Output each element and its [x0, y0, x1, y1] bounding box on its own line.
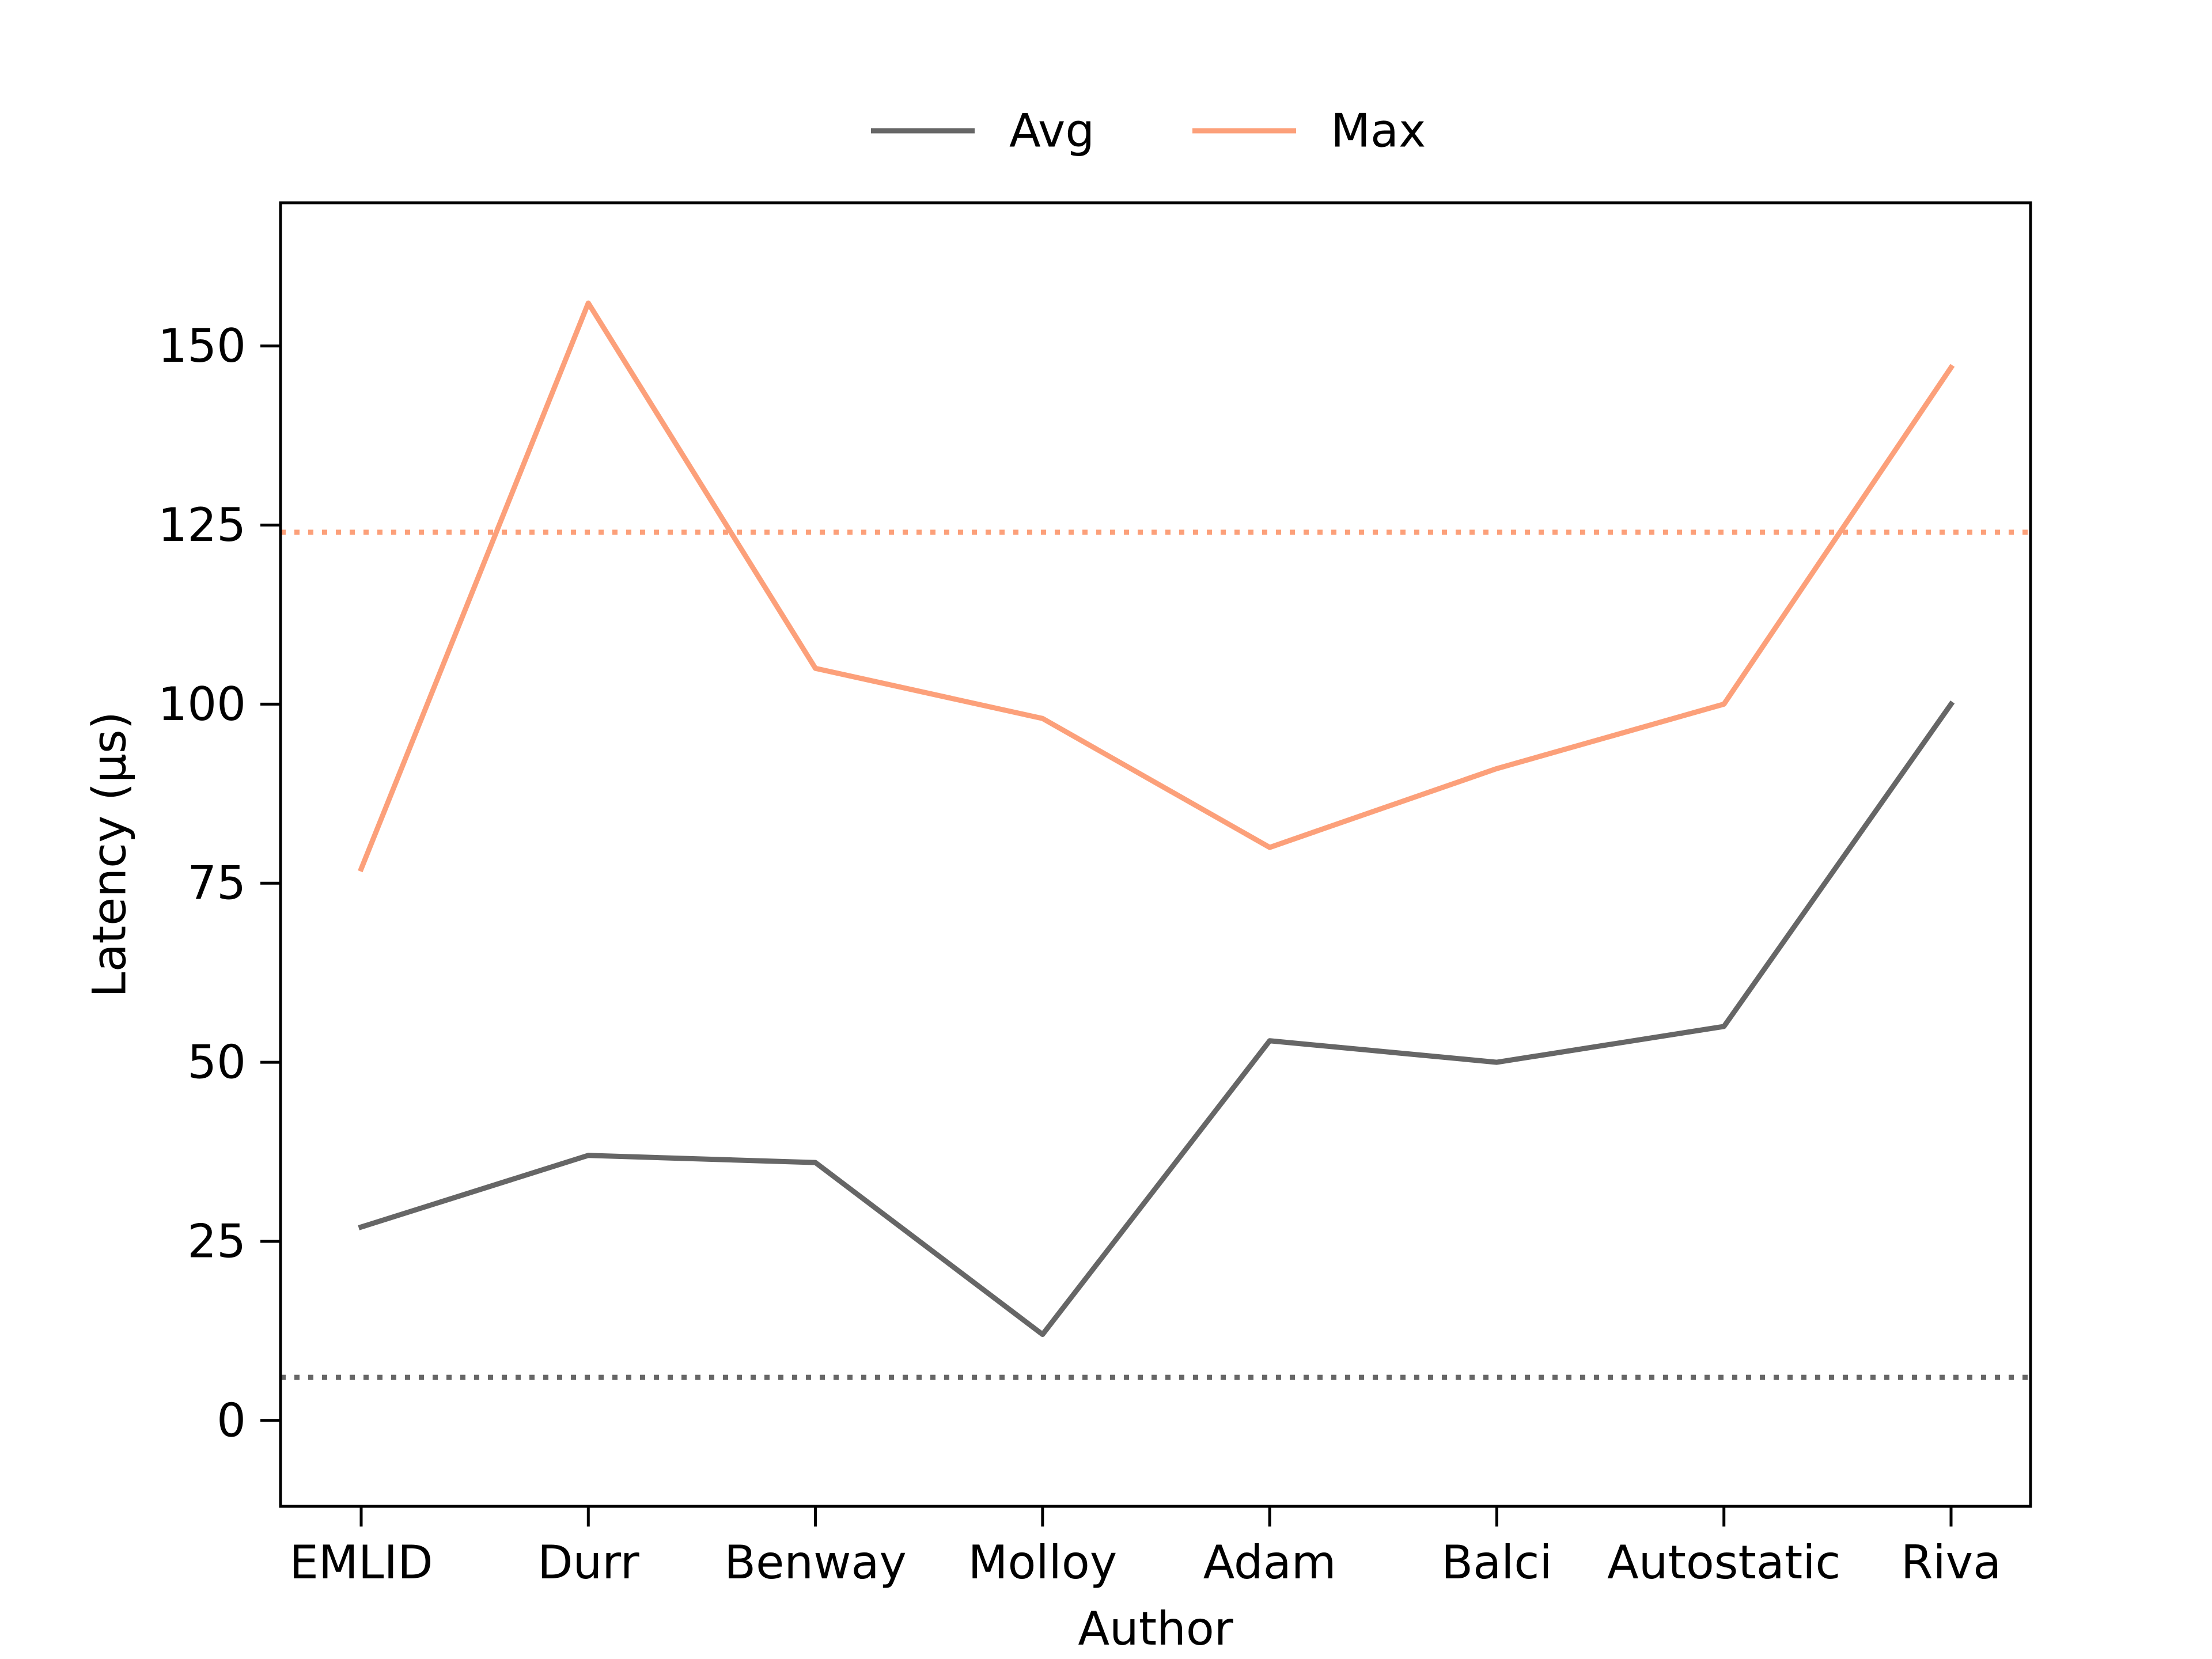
x-tick-label: Autostatic — [1607, 1536, 1840, 1589]
x-tick-label: Molloy — [968, 1536, 1117, 1589]
y-axis-title: Latency (µs) — [83, 711, 137, 998]
x-tick-label: Riva — [1901, 1536, 2001, 1589]
x-tick-label: Adam — [1203, 1536, 1336, 1589]
y-tick-label: 25 — [187, 1214, 246, 1268]
x-tick-label: Balci — [1441, 1536, 1552, 1589]
x-tick-label: Benway — [724, 1536, 907, 1589]
x-tick-label: Durr — [537, 1536, 639, 1589]
y-tick-label: 125 — [158, 498, 246, 552]
legend-label-avg: Avg — [1009, 104, 1094, 158]
y-axis: 0 25 50 75 100 125 150 — [158, 319, 281, 1447]
series-line-avg — [358, 700, 1955, 1338]
x-tick-label: EMLID — [289, 1536, 433, 1589]
y-tick-label: 0 — [217, 1393, 246, 1447]
x-axis: EMLID Durr Benway Molloy Adam Balci Autostatic… — [289, 1506, 2001, 1589]
x-axis-title: Author — [1078, 1602, 1233, 1656]
legend-label-max: Max — [1331, 104, 1426, 158]
y-tick-label: 50 — [187, 1036, 246, 1089]
series-line-max — [358, 300, 1955, 873]
y-tick-label: 75 — [187, 857, 246, 910]
series-lines — [358, 300, 1955, 1338]
reference-lines — [281, 529, 2031, 1380]
legend: Avg Max — [871, 104, 1426, 158]
y-tick-label: 150 — [158, 319, 246, 373]
y-tick-label: 100 — [158, 677, 246, 731]
plot-frame — [279, 201, 2032, 1508]
